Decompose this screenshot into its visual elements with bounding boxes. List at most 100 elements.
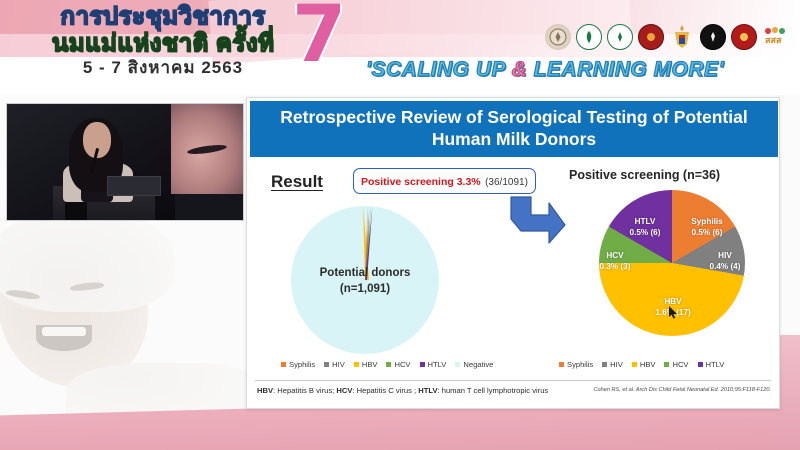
sponsor-logo-row: สสส xyxy=(545,22,792,52)
slice-label-htlv: HTLV 0.5% (6) xyxy=(619,216,671,238)
legend-swatch-hcv xyxy=(386,362,392,367)
legend2-label-htlv: HTLV xyxy=(705,360,725,369)
slice-label-hcv-name: HCV xyxy=(606,251,624,260)
slice-label-syphilis-value: 0.5% (6) xyxy=(691,228,723,238)
red-crown-emblem-logo xyxy=(638,24,664,50)
baby-teeth-shape xyxy=(42,327,86,336)
royal-seal-logo xyxy=(545,24,571,50)
legend2-item-hiv: HIV xyxy=(602,360,623,369)
footnote-htlv-key: HTLV xyxy=(418,386,438,395)
legend-label-syphilis: Syphilis xyxy=(289,360,316,369)
conference-date: 5 - 7 สิงหาคม 2563 xyxy=(82,58,244,78)
podium-front-panel xyxy=(65,202,87,220)
thaihealth-sss-logo: สสส xyxy=(762,24,792,50)
legend-swatch-htlv xyxy=(419,362,425,367)
tagline-part-1: 'SCALING UP xyxy=(365,57,512,81)
legend2-swatch-syphilis xyxy=(559,362,564,367)
legend-swatch-negative xyxy=(455,362,461,367)
potential-donors-subtitle: (n=1,091) xyxy=(339,282,391,295)
legend-item-negative: Negative xyxy=(455,360,493,369)
slice-label-hiv: HIV 0.4% (4) xyxy=(699,250,751,272)
footnote-hbv-val: : Hepatitis B virus; xyxy=(273,386,337,395)
legend-item-syphilis: Syphilis xyxy=(281,360,315,369)
footnote-hcv-val: : Hepatitis C virus ; xyxy=(352,386,419,395)
legend-label-hbv: HBV xyxy=(361,360,378,369)
slice-label-syphilis-name: Syphilis xyxy=(691,217,723,226)
footnote-hcv-key: HCV xyxy=(336,386,353,395)
legend2-swatch-hcv xyxy=(664,362,670,367)
slide-title: Retrospective Review of Serological Test… xyxy=(250,101,778,157)
legend-label-hcv: HCV xyxy=(394,360,411,369)
slice-label-htlv-name: HTLV xyxy=(634,217,656,226)
potential-donors-title: Potential donors xyxy=(319,267,411,279)
legend-swatch-hbv xyxy=(353,362,359,367)
tagline-ampersand: & xyxy=(511,57,528,81)
smiling-baby-watermark xyxy=(0,213,252,428)
legend2-label-hiv: HIV xyxy=(610,360,623,369)
footnote-hbv-key: HBV xyxy=(257,386,274,395)
slice-label-hiv-name: HIV xyxy=(718,251,732,260)
legend2-item-htlv: HTLV xyxy=(697,360,725,369)
legend2-item-syphilis: Syphilis xyxy=(559,360,593,369)
legend-swatch-syphilis xyxy=(281,362,286,367)
result-heading: Result xyxy=(271,172,323,191)
callout-fraction: (36/1091) xyxy=(485,177,528,188)
slice-label-hiv-value: 0.4% (4) xyxy=(709,262,741,272)
legend-label-hiv: HIV xyxy=(332,360,345,369)
conference-tagline: 'SCALING UP & LEARNING MORE' xyxy=(365,57,725,82)
slice-label-hcv-value: 0.3% (3) xyxy=(599,262,631,272)
legend2-swatch-hbv xyxy=(631,362,637,367)
green-nursing-council-logo xyxy=(607,24,633,50)
mouse-cursor-icon xyxy=(669,306,678,319)
slide-panel: Retrospective Review of Serological Test… xyxy=(246,97,780,409)
thai-title-line2: นมแม่แห่งชาติ ครั้งที่ xyxy=(51,30,275,58)
legend-item-hiv: HIV xyxy=(324,360,345,369)
source-citation: Cohen RS, et al. Arch Dis Child Fetal Ne… xyxy=(593,387,771,393)
tagline-part-2: LEARNING MORE' xyxy=(527,57,725,81)
red-ministry-logo xyxy=(731,24,757,50)
positive-screening-callout: Positive screening 3.3% (36/1091) xyxy=(353,168,536,194)
slice-label-hbv-name: HBV xyxy=(664,297,682,306)
legend-item-htlv: HTLV xyxy=(419,360,447,369)
potential-donors-label: Potential donors (n=1,091) xyxy=(291,266,439,297)
abbreviation-footnote: HBV: Hepatitis B virus; HCV: Hepatitis C… xyxy=(257,386,548,395)
slice-label-htlv-value: 0.5% (6) xyxy=(629,228,661,238)
slice-label-syphilis: Syphilis 0.5% (6) xyxy=(679,216,735,238)
royal-garuda-emblem-logo xyxy=(669,24,695,50)
pink-band-right xyxy=(776,335,800,450)
conference-thai-title: การประชุมวิชาการ นมแม่แห่งชาติ ครั้งที่ … xyxy=(18,3,308,78)
legend2-swatch-hiv xyxy=(602,362,608,367)
thai-title-line1: การประชุมวิชาการ xyxy=(60,3,266,30)
callout-percent: Positive screening 3.3% xyxy=(361,176,481,188)
positive-screening-pie-title: Positive screening (n=36) xyxy=(569,168,721,182)
black-ministry-logo xyxy=(700,24,726,50)
presentation-stage: Retrospective Review of Serological Test… xyxy=(0,95,800,450)
green-medical-council-logo xyxy=(576,24,602,50)
baby-face-shape xyxy=(0,227,148,387)
footnote-divider xyxy=(255,380,771,381)
baby-hat-shape xyxy=(0,213,175,312)
speaker-video-feed[interactable] xyxy=(6,103,244,221)
legend2-item-hbv: HBV xyxy=(631,360,656,369)
legend2-label-hbv: HBV xyxy=(639,360,656,369)
legend2-label-hcv: HCV xyxy=(672,360,689,369)
baby-mouth-shape xyxy=(36,325,92,351)
conference-header-banner: การประชุมวิชาการ นมแม่แห่งชาติ ครั้งที่ … xyxy=(0,0,800,95)
laptop-on-podium xyxy=(107,176,161,196)
legend-item-hbv: HBV xyxy=(353,360,378,369)
legend-swatch-hiv xyxy=(324,362,330,367)
edition-number: 7 xyxy=(292,0,347,80)
legend-item-hcv: HCV xyxy=(386,360,411,369)
legend2-item-hcv: HCV xyxy=(664,360,689,369)
legend-label-negative: Negative xyxy=(463,360,494,369)
blue-down-right-arrow xyxy=(509,193,567,245)
legend-positive-screening: Syphilis HIV HBV HCV HTLV xyxy=(559,360,724,369)
header-band-lower xyxy=(0,57,800,95)
svg-text:สสส: สสส xyxy=(765,36,782,46)
legend2-label-syphilis: Syphilis xyxy=(567,360,594,369)
slice-label-hcv: HCV 0.3% (3) xyxy=(591,250,639,272)
potential-donors-pie xyxy=(291,205,439,354)
legend2-swatch-htlv xyxy=(697,362,703,367)
legend-label-htlv: HTLV xyxy=(427,360,447,369)
legend-potential-donors: Syphilis HIV HBV HCV HTLV Negative xyxy=(281,360,493,369)
